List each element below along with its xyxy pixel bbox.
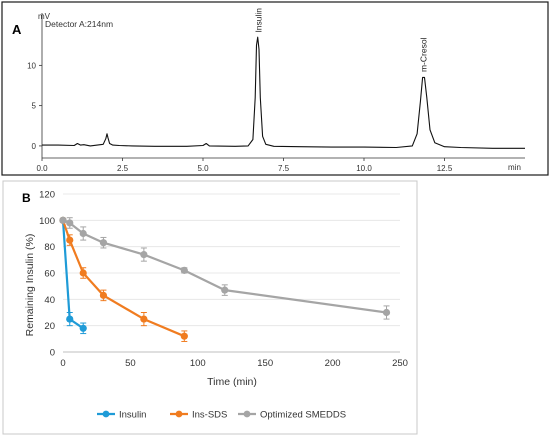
y-tick-label: 20 [44, 321, 55, 332]
y-tick-label: 5 [32, 102, 37, 111]
panel-b-label: B [22, 191, 31, 205]
y-tick-label: 0 [50, 348, 55, 359]
data-point [140, 250, 148, 259]
degradation-panel: B Time (min) Remaining Insulin (%) 0 20 40… [2, 180, 418, 435]
data-point [180, 332, 188, 340]
data-point [79, 324, 87, 332]
data-point [79, 269, 87, 277]
x-tick-label: 100 [190, 358, 206, 369]
panel-a-xlabel: min [508, 163, 521, 172]
legend-entry: Insulin [119, 410, 146, 421]
x-tick-label: 10.0 [356, 164, 372, 173]
y-tick-label: 60 [44, 269, 55, 280]
data-point [79, 229, 87, 238]
panel-a-ylabel: mV [38, 12, 51, 21]
y-tick-label: 80 [44, 242, 55, 253]
x-tick-label: 250 [392, 358, 408, 369]
x-tick-label: 0 [60, 358, 65, 369]
x-tick-label: 150 [257, 358, 273, 369]
x-tick-label: 12.5 [437, 164, 453, 173]
data-point [99, 239, 108, 247]
chromatogram-trace [42, 36, 525, 149]
x-tick-label: 5.0 [197, 164, 209, 173]
peak-annotation: Insulin [253, 8, 263, 33]
y-tick-label: 40 [44, 295, 55, 306]
legend-swatch-marker [102, 410, 110, 418]
panel-b-ylabel: Remaining Insulin (%) [24, 234, 36, 337]
data-point [180, 266, 188, 274]
x-tick-label: 200 [325, 358, 341, 369]
data-point [140, 315, 148, 323]
x-tick-label: 2.5 [117, 164, 129, 173]
detector-label: Detector A:214nm [45, 19, 113, 29]
chromatogram-panel: A mV Detector A:214nm min 0 5 10 0.0 2.5 5.0 7… [1, 1, 549, 176]
y-tick-label: 10 [27, 61, 36, 70]
y-tick-label: 0 [32, 142, 37, 151]
data-point [59, 216, 67, 224]
panel-b-xlabel: Time (min) [207, 376, 257, 388]
data-point [66, 315, 74, 323]
data-point [66, 219, 74, 227]
peak-annotation: m-Cresol [419, 37, 429, 72]
y-tick-label: 100 [39, 216, 55, 227]
data-point [99, 291, 108, 299]
x-tick-label: 7.5 [278, 164, 290, 173]
legend-swatch-marker [243, 410, 251, 418]
panel-a-label: A [12, 22, 22, 37]
y-tick-label: 120 [39, 190, 55, 201]
x-tick-label: 50 [125, 358, 136, 369]
data-point [221, 286, 229, 294]
x-tick-label: 0.0 [36, 164, 48, 173]
legend-entry: Optimized SMEDDS [260, 410, 346, 421]
legend-swatch-marker [175, 410, 183, 418]
legend-entry: Ins-SDS [192, 410, 227, 421]
data-point [382, 308, 391, 317]
data-point [66, 236, 74, 244]
